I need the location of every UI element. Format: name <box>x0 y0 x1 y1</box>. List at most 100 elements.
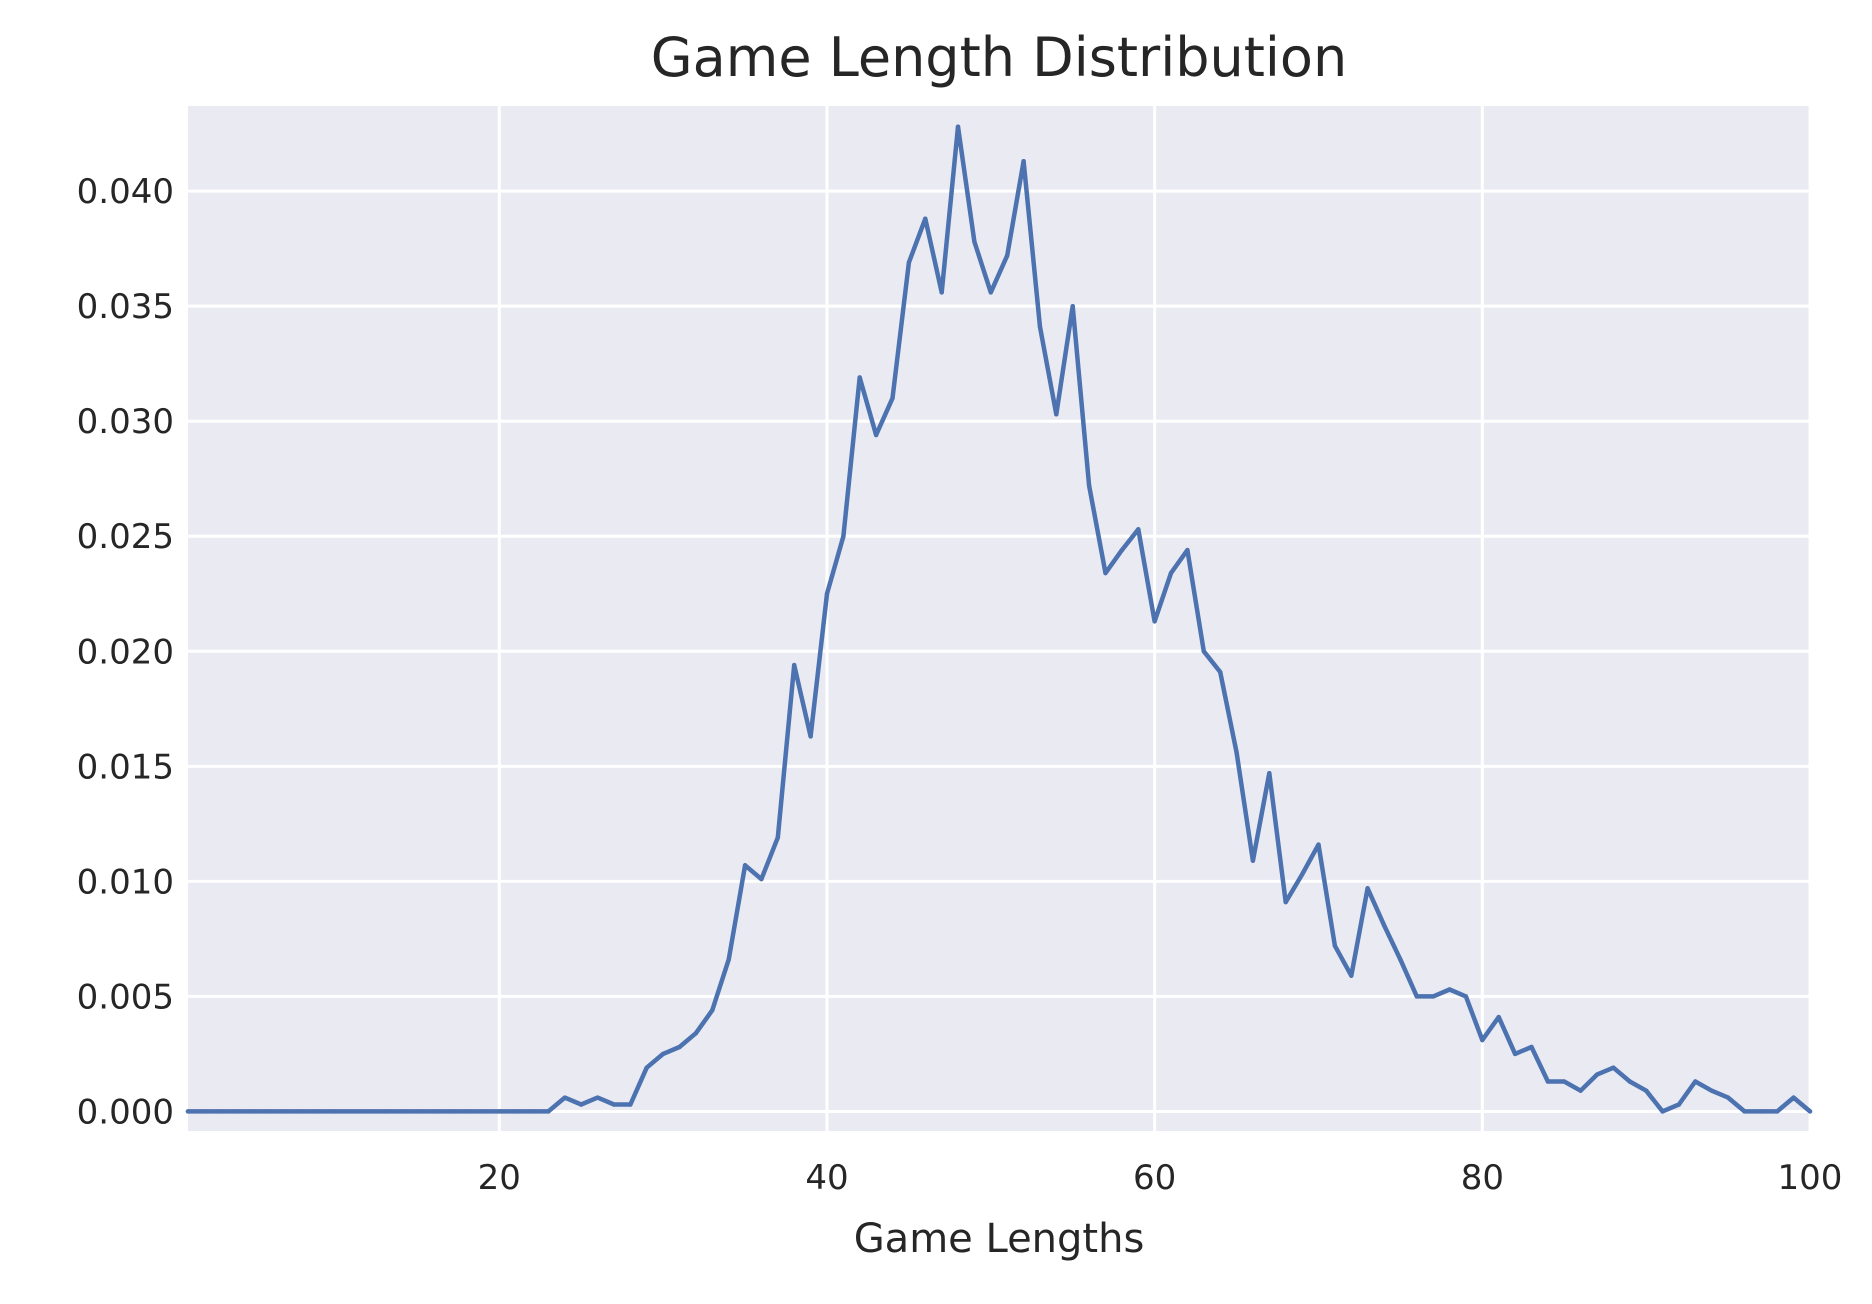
data-point <box>1300 872 1304 876</box>
data-point <box>579 1102 583 1106</box>
y-tick-label: 0.030 <box>77 402 174 442</box>
data-point <box>382 1109 386 1113</box>
data-point <box>1218 670 1222 674</box>
data-point <box>284 1109 288 1113</box>
x-tick-labels: 20 40 60 80 100 <box>478 1158 1843 1198</box>
data-point <box>464 1109 468 1113</box>
data-point <box>1087 483 1091 487</box>
data-point <box>694 1031 698 1035</box>
data-point <box>235 1109 239 1113</box>
data-point <box>1185 548 1189 552</box>
data-point <box>202 1109 206 1113</box>
data-point <box>333 1109 337 1113</box>
data-point <box>1021 159 1025 163</box>
data-point <box>1120 548 1124 552</box>
y-tick-label: 0.025 <box>77 517 174 557</box>
data-point <box>1284 900 1288 904</box>
data-point <box>448 1109 452 1113</box>
data-point <box>1595 1072 1599 1076</box>
data-point <box>1611 1066 1615 1070</box>
data-point <box>1349 973 1353 977</box>
data-point <box>1267 771 1271 775</box>
data-point <box>989 290 993 294</box>
data-point <box>1562 1079 1566 1083</box>
y-tick-label: 0.035 <box>77 287 174 327</box>
data-point <box>710 1008 714 1012</box>
data-point <box>939 290 943 294</box>
y-tick-label: 0.000 <box>77 1092 174 1132</box>
data-point <box>792 663 796 667</box>
data-point <box>1316 842 1320 846</box>
data-point <box>1398 957 1402 961</box>
data-point <box>677 1045 681 1049</box>
x-tick-label: 60 <box>1133 1158 1176 1198</box>
data-point <box>743 863 747 867</box>
data-point <box>300 1109 304 1113</box>
data-point <box>481 1109 485 1113</box>
data-point <box>858 375 862 379</box>
data-point <box>808 734 812 738</box>
data-point <box>1251 858 1255 862</box>
data-point <box>1234 750 1238 754</box>
data-point <box>1480 1038 1484 1042</box>
y-tick-label: 0.020 <box>77 632 174 672</box>
data-point <box>1759 1109 1763 1113</box>
data-point <box>1791 1095 1795 1099</box>
x-tick-label: 20 <box>478 1158 521 1198</box>
data-point <box>1054 412 1058 416</box>
y-tick-label: 0.015 <box>77 747 174 787</box>
data-point <box>399 1109 403 1113</box>
data-point <box>432 1109 436 1113</box>
data-point <box>972 240 976 244</box>
x-axis-label: Game Lengths <box>854 1216 1145 1262</box>
data-point <box>1365 886 1369 890</box>
data-point <box>1742 1109 1746 1113</box>
data-point <box>907 260 911 264</box>
data-point <box>1660 1109 1664 1113</box>
data-point <box>1709 1089 1713 1093</box>
data-point <box>1152 619 1156 623</box>
data-point <box>186 1109 190 1113</box>
data-point <box>956 125 960 129</box>
data-point <box>317 1109 321 1113</box>
data-point <box>645 1066 649 1070</box>
data-point <box>776 835 780 839</box>
y-tick-label: 0.040 <box>77 172 174 212</box>
y-tick-label: 0.005 <box>77 977 174 1017</box>
data-point <box>1447 987 1451 991</box>
data-point <box>1136 527 1140 531</box>
data-point <box>890 396 894 400</box>
data-point <box>1169 571 1173 575</box>
data-point <box>759 877 763 881</box>
data-point <box>923 217 927 221</box>
data-point <box>1578 1089 1582 1093</box>
data-point <box>1005 253 1009 257</box>
data-point <box>1726 1095 1730 1099</box>
data-point <box>1644 1089 1648 1093</box>
x-tick-label: 40 <box>805 1158 848 1198</box>
data-point <box>1202 649 1206 653</box>
data-point <box>1677 1102 1681 1106</box>
data-point <box>874 433 878 437</box>
data-point <box>726 957 730 961</box>
chart-title: Game Length Distribution <box>651 26 1347 89</box>
data-point <box>1529 1045 1533 1049</box>
data-point <box>563 1095 567 1099</box>
data-point <box>1775 1109 1779 1113</box>
data-point <box>1808 1109 1812 1113</box>
data-point <box>661 1052 665 1056</box>
data-point <box>1038 325 1042 329</box>
data-point <box>841 534 845 538</box>
data-point <box>1628 1079 1632 1083</box>
y-tick-labels: 0.000 0.005 0.010 0.015 0.020 0.025 0.030 0.035… <box>77 172 174 1132</box>
data-point <box>546 1109 550 1113</box>
data-point <box>1333 944 1337 948</box>
data-point <box>1497 1015 1501 1019</box>
data-point <box>1546 1079 1550 1083</box>
data-point <box>268 1109 272 1113</box>
data-point <box>415 1109 419 1113</box>
data-point <box>251 1109 255 1113</box>
x-tick-label: 80 <box>1461 1158 1504 1198</box>
data-point <box>1382 923 1386 927</box>
y-tick-label: 0.010 <box>77 862 174 902</box>
